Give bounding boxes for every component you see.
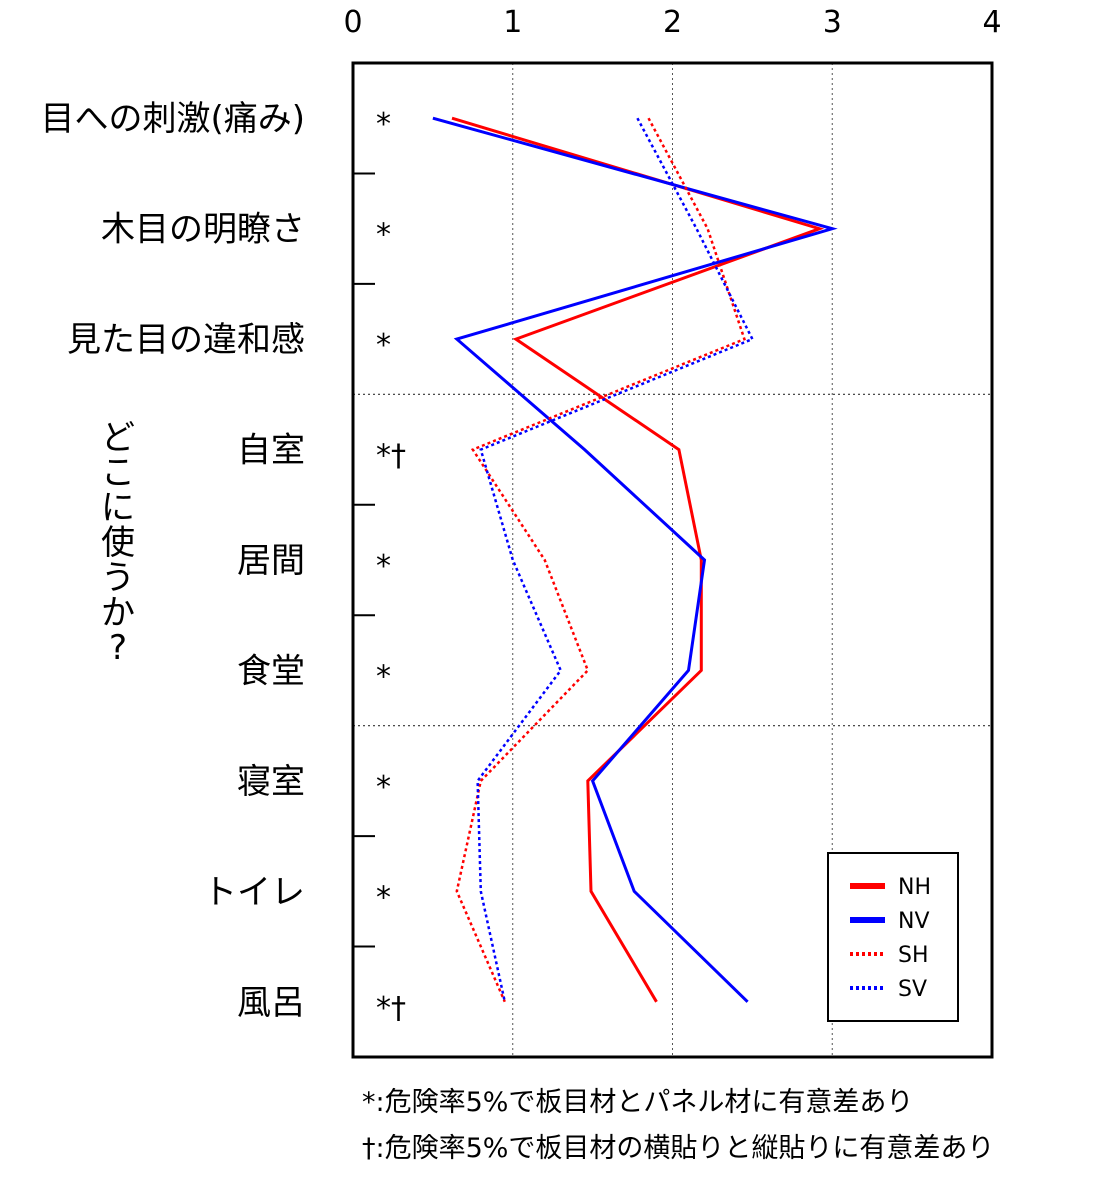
category-label: 木目の明瞭さ bbox=[101, 210, 305, 250]
x-tick-label: 4 bbox=[982, 5, 1001, 40]
series-line-nv bbox=[432, 116, 838, 1003]
x-tick-label: 2 bbox=[663, 5, 682, 40]
category-label: 見た目の違和感 bbox=[67, 320, 305, 360]
significance-mark: *† bbox=[376, 439, 406, 474]
significance-mark: * bbox=[376, 218, 391, 253]
group-label-char: ? bbox=[109, 628, 127, 668]
note-dagger: †:危険率5%で板目材の横貼りと縦貼りに有意差あり bbox=[362, 1133, 995, 1164]
category-label: 風呂 bbox=[237, 983, 305, 1023]
significance-marks: * * * *† * * * * *† bbox=[376, 107, 406, 1026]
legend-label: NH bbox=[898, 875, 931, 900]
series-line-sv bbox=[476, 117, 755, 1003]
significance-mark: * bbox=[376, 328, 391, 363]
x-tick-label: 0 bbox=[343, 5, 362, 40]
plot-frame bbox=[351, 61, 994, 1059]
group-label-char: 使 bbox=[101, 523, 135, 563]
category-label: トイレ bbox=[203, 872, 305, 912]
x-tick-label: 3 bbox=[823, 5, 842, 40]
significance-mark: * bbox=[376, 770, 391, 805]
category-label: 食堂 bbox=[237, 651, 305, 691]
category-label: 居間 bbox=[237, 541, 305, 581]
legend-box bbox=[827, 852, 959, 1022]
chart: 0 1 2 3 4 目への刺激(痛み) 木目の明瞭さ見た目の違和感自室居間食堂寝室トイレ風… bbox=[40, 5, 1002, 1059]
significance-mark: * bbox=[376, 549, 391, 584]
significance-mark: * bbox=[376, 659, 391, 694]
series-lines bbox=[432, 116, 838, 1003]
series-line-nh bbox=[451, 116, 825, 1003]
legend-label: NV bbox=[898, 909, 930, 934]
series-line-sh bbox=[455, 117, 746, 1003]
category-label: 目への刺激(痛み) bbox=[40, 99, 305, 139]
group-label-char: か bbox=[101, 593, 135, 633]
group-label-char: に bbox=[101, 488, 135, 528]
significance-mark: * bbox=[376, 107, 391, 142]
x-axis: 0 1 2 3 4 bbox=[343, 5, 1001, 40]
x-tick-label: 1 bbox=[503, 5, 522, 40]
group-label-char: こ bbox=[101, 453, 135, 493]
group-label-char: う bbox=[101, 558, 135, 598]
note-asterisk: *:危険率5%で板目材とパネル材に有意差あり bbox=[362, 1087, 914, 1118]
group-label-char: ど bbox=[101, 418, 135, 458]
significance-mark: *† bbox=[376, 991, 406, 1026]
significance-mark: * bbox=[376, 880, 391, 915]
legend: NH NV SH SV bbox=[827, 852, 959, 1022]
legend-label: SV bbox=[898, 977, 927, 1002]
category-label: 寝室 bbox=[237, 762, 305, 802]
legend-label: SH bbox=[898, 943, 929, 968]
category-label: 自室 bbox=[237, 431, 305, 471]
